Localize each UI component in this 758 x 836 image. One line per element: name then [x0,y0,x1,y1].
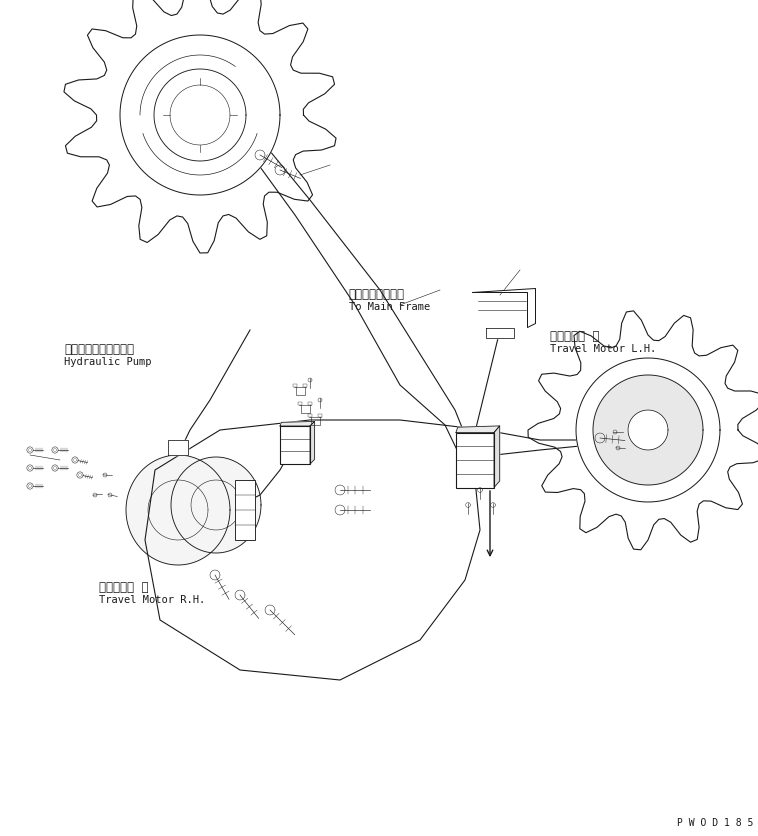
Text: Travel Motor R.H.: Travel Motor R.H. [99,595,205,605]
Bar [309,414,312,417]
Bar [280,426,310,464]
Polygon shape [64,0,336,253]
Text: メインフレームへ: メインフレームへ [349,288,405,302]
Bar [293,384,297,387]
Text: 走行モータ  左: 走行モータ 左 [550,330,599,344]
Polygon shape [126,455,230,565]
Text: 走行モータ  右: 走行モータ 右 [99,581,148,594]
Bar [456,432,494,487]
Polygon shape [280,421,315,426]
Bar [309,402,312,405]
Polygon shape [628,410,668,450]
Polygon shape [472,288,535,328]
Polygon shape [576,358,720,502]
Text: P W O D 1 8 5: P W O D 1 8 5 [677,818,753,828]
Bar [298,402,302,405]
Polygon shape [528,311,758,550]
Polygon shape [494,426,500,487]
Polygon shape [154,69,246,161]
Bar [318,414,321,417]
Polygon shape [456,426,500,432]
Text: Travel Motor L.H.: Travel Motor L.H. [550,344,656,354]
Bar [235,480,255,540]
Text: Hydraulic Pump: Hydraulic Pump [64,357,152,367]
Text: ハイドロリックポンプ: ハイドロリックポンプ [64,343,134,356]
Polygon shape [593,375,703,485]
Text: To Main Frame: To Main Frame [349,303,430,313]
Polygon shape [486,328,514,338]
Polygon shape [310,421,315,464]
Polygon shape [120,35,280,195]
Bar [303,384,307,387]
Polygon shape [171,457,261,553]
Polygon shape [168,440,188,455]
